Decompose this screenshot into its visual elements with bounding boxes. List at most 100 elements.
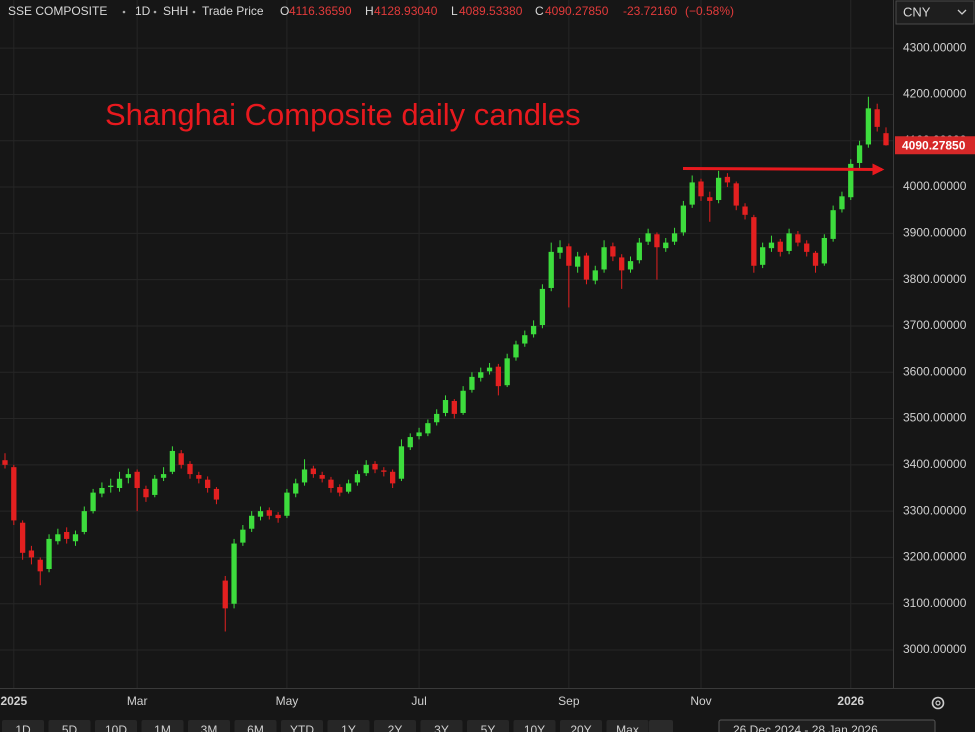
y-tick-label: 4000.00000 (903, 179, 967, 193)
candle-body (513, 344, 519, 358)
y-tick-label: 3400.00000 (903, 457, 967, 471)
candle-body (830, 210, 836, 239)
candle-body (707, 197, 713, 201)
settings-icon[interactable] (931, 696, 945, 710)
candle-body (187, 463, 193, 475)
candle-body (804, 243, 810, 252)
calendar-button[interactable] (649, 720, 673, 732)
separator (153, 10, 157, 14)
range-label[interactable]: 1D (15, 723, 31, 732)
x-tick-label: Nov (690, 694, 711, 708)
candle-body (389, 471, 396, 484)
grid (0, 0, 893, 688)
range-label[interactable]: YTD (290, 723, 314, 732)
range-label[interactable]: 3Y (434, 723, 449, 732)
candle-body (566, 246, 572, 266)
range-label[interactable]: 1Y (341, 723, 356, 732)
candle-body (795, 234, 801, 243)
date-range-box[interactable] (718, 719, 936, 732)
range-label[interactable]: 5Y (481, 723, 496, 732)
candle-body (539, 288, 546, 326)
candle-body (152, 478, 158, 495)
range-button[interactable] (281, 720, 323, 732)
candle-body (504, 358, 510, 386)
candle-body (301, 469, 308, 483)
currency[interactable]: CNY (903, 4, 931, 19)
candle-body (81, 511, 87, 532)
y-tick-label: 4300.00000 (903, 40, 967, 54)
candle-body (557, 247, 563, 253)
range-button[interactable] (234, 720, 277, 732)
range-button[interactable] (606, 720, 649, 732)
range-label[interactable]: 1M (154, 723, 171, 732)
candle-body (328, 479, 334, 488)
change: -23.72160 (623, 4, 677, 18)
range-button[interactable] (420, 720, 463, 732)
range-label[interactable]: 5D (62, 723, 78, 732)
x-tick-label: 2025 (0, 694, 27, 708)
range-label[interactable]: 6M (247, 723, 264, 732)
candle-body (786, 233, 792, 251)
last-price-tag (895, 136, 975, 155)
interval[interactable]: 1D (135, 4, 151, 18)
y-tick-label: 3300.00000 (903, 503, 967, 517)
exchange: SHH (163, 4, 188, 18)
currency-box[interactable] (895, 0, 975, 25)
candle-body (548, 251, 554, 288)
range-button[interactable] (560, 720, 602, 732)
candle-body (143, 488, 149, 498)
price-type[interactable]: Trade Price (202, 4, 264, 18)
candle-body (160, 474, 167, 478)
y-tick-label: 3000.00000 (903, 642, 967, 656)
range-button[interactable] (2, 720, 44, 732)
range-label[interactable]: 10D (105, 723, 127, 732)
range-button[interactable] (467, 720, 509, 732)
price-axis-panel (893, 0, 975, 688)
candle-body (583, 255, 590, 280)
range-button[interactable] (374, 720, 416, 732)
range-button[interactable] (188, 720, 230, 732)
candle-body (116, 478, 123, 488)
candle-body (196, 475, 202, 479)
candle-body (486, 367, 493, 372)
candle-body (381, 470, 387, 472)
ohlc-label: L (451, 4, 458, 18)
range-button[interactable] (48, 720, 91, 732)
y-tick-label: 3900.00000 (903, 226, 967, 240)
range-button[interactable] (327, 720, 370, 732)
candle-body (99, 487, 105, 494)
candle-body (345, 483, 352, 492)
candle-body (883, 133, 889, 146)
range-button[interactable] (513, 720, 556, 732)
candle-body (90, 492, 96, 512)
candle-body (715, 177, 722, 201)
axes: 3000.00000 3100.00000 3200.00000 3300.00000… (0, 40, 975, 708)
candle-body (213, 488, 220, 500)
candle-body (11, 467, 17, 521)
symbol[interactable]: SSE COMPOSITE (8, 4, 107, 18)
candle-body (610, 246, 616, 257)
candle-body (742, 206, 748, 215)
candle-body (337, 487, 343, 493)
range-button[interactable] (95, 720, 137, 732)
date-range[interactable]: 26 Dec 2024 - 28 Jan 2026 (733, 723, 878, 732)
candle-body (204, 479, 211, 488)
candle-body (636, 242, 642, 261)
range-label[interactable]: 2Y (388, 723, 403, 732)
candle-body (222, 580, 228, 609)
y-tick-label: 3100.00000 (903, 596, 967, 610)
candle-body (671, 233, 678, 242)
range-label[interactable]: 3M (201, 723, 218, 732)
candle-body (495, 366, 502, 387)
range-label[interactable]: 20Y (570, 723, 591, 732)
range-button[interactable] (141, 720, 184, 732)
candle-body (751, 217, 757, 266)
range-label[interactable]: Max (616, 723, 639, 732)
candle-body (839, 196, 845, 210)
candle-body (592, 270, 598, 281)
range-label[interactable]: 10Y (524, 723, 545, 732)
candle-body (760, 247, 766, 265)
candle-body (372, 463, 378, 470)
